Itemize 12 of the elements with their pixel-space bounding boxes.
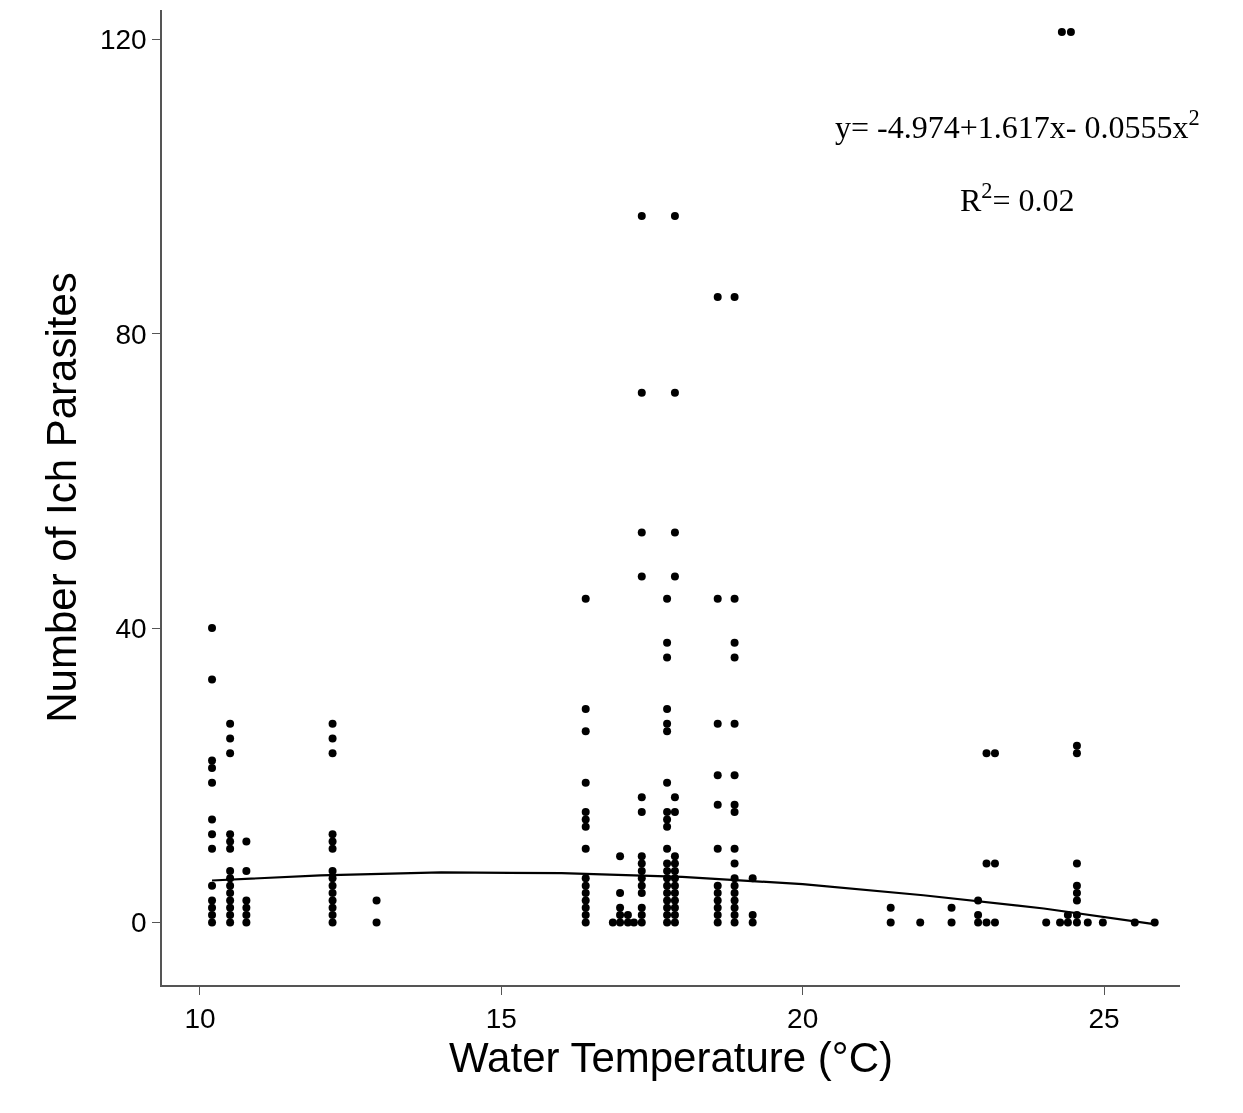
y-tick-label: 80: [115, 318, 147, 350]
annotation: R$^{2}$= 0.02: [960, 178, 1075, 219]
x-tick-label: 20: [787, 1003, 819, 1035]
y-axis-title: Number of Ich Parasites: [38, 272, 86, 723]
y-tick-label: 40: [115, 612, 147, 644]
y-tick-label: 120: [99, 24, 147, 56]
x-tick-label: 25: [1088, 1003, 1120, 1035]
x-axis-title: Water Temperature (°C): [449, 1034, 893, 1082]
annotation: y= -4.974+1.617x- 0.0555x$^{2}$: [835, 105, 1200, 146]
x-tick-label: 10: [184, 1003, 216, 1035]
y-tick-label: 0: [131, 907, 147, 939]
x-tick-label: 15: [485, 1003, 517, 1035]
